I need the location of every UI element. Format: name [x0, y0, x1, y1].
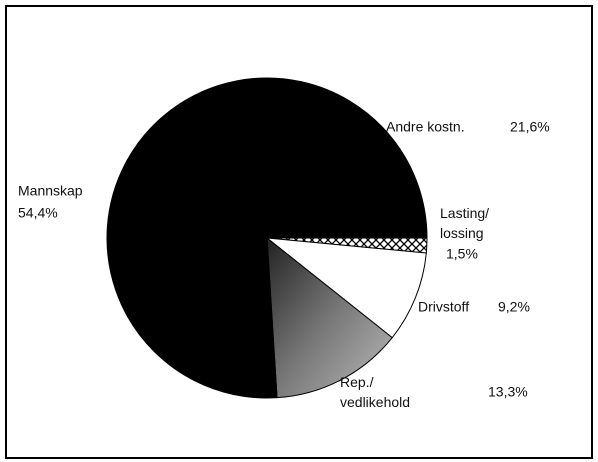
- pie-slice: [266, 236, 393, 399]
- slice-label: Andre kostn.: [386, 119, 465, 135]
- slice-label: Lasting/lossing: [440, 205, 489, 241]
- labels: Lasting/lossing 1,5% Drivstoff 9,2% Rep./ved…: [18, 119, 550, 410]
- pie-slice: [106, 77, 302, 399]
- value-label: 13,3%: [488, 384, 528, 400]
- slice-label: Mannskap: [18, 183, 83, 199]
- slice-label: Drivstoff: [418, 299, 469, 315]
- value-label: 54,4%: [18, 205, 58, 221]
- pie-slice: [266, 81, 428, 239]
- pie-slice: [265, 237, 427, 339]
- value-label: 9,2%: [498, 299, 530, 315]
- slice-label: Rep./vedlikehold: [340, 374, 410, 410]
- value-label: 21,6%: [510, 119, 550, 135]
- pie: [106, 77, 428, 399]
- value-label: 1,5%: [446, 246, 478, 262]
